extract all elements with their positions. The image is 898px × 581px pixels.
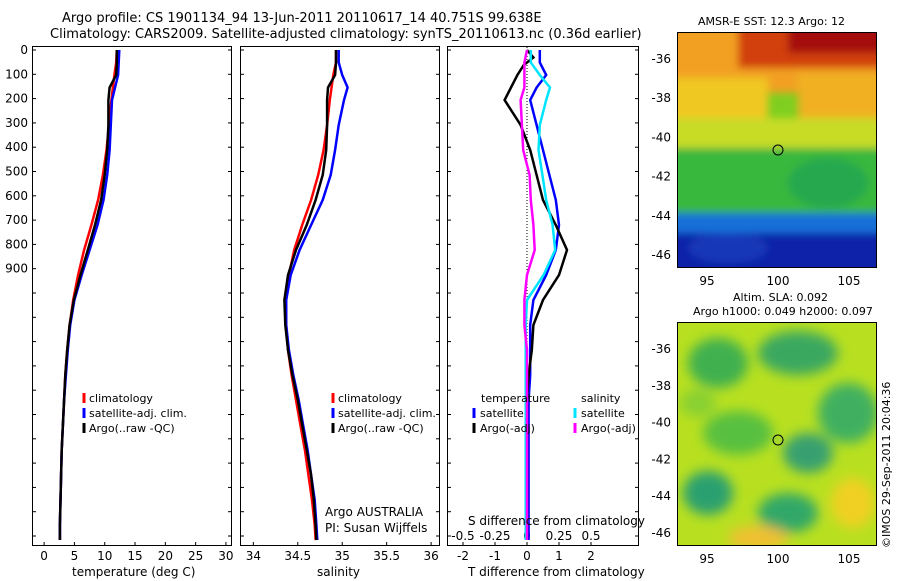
difference-xlabel-top: S difference from climatology	[468, 514, 645, 528]
sst-map-xtick-label: 100	[767, 274, 790, 288]
difference-xtick-label: 2	[587, 549, 595, 563]
temperature-series-satellite-adj--clim-	[58, 49, 121, 540]
salinity-xlabel: salinity	[317, 565, 361, 579]
temperature-ytick-label: 100	[5, 67, 28, 81]
difference-series-salinity-argo--adj-	[519, 49, 536, 540]
difference-xtick-label: 0	[523, 549, 531, 563]
sla-map-ytick-label: -36	[651, 342, 671, 356]
sla-map-ytick-label: -40	[651, 416, 671, 430]
temperature-plot	[32, 46, 232, 546]
temperature-ytick-label: 300	[5, 116, 28, 130]
salinity-series-satellite-adj--clim-	[284, 50, 349, 541]
salinity-series-argo---raw--qc-	[283, 50, 338, 541]
sla-map-xtick-label: 105	[838, 552, 861, 566]
salinity-xtick-label: 35	[335, 549, 350, 563]
sst-map-image	[678, 33, 876, 267]
salinity-xtick-label: 35.5	[373, 549, 400, 563]
difference-legend-heading-temperature: temperature	[481, 392, 550, 405]
temperature-xtick-label: 5	[71, 549, 79, 563]
difference-xtick-label: -1	[489, 549, 501, 563]
salinity-legend-label: climatology	[338, 392, 402, 405]
difference-legend-label: satellite	[581, 407, 625, 420]
salinity-xtick-label: 36	[423, 549, 438, 563]
difference-legend-heading-salinity: salinity	[581, 392, 621, 405]
temperature-xlabel: temperature (deg C)	[72, 565, 196, 579]
difference-plot	[447, 46, 639, 546]
sst-map-title: AMSR-E SST: 12.3 Argo: 12	[698, 15, 846, 28]
imos-stamp: ©IMOS 29-Sep-2011 20:04:36	[880, 381, 893, 548]
sst-map	[677, 32, 877, 268]
temperature-ytick-label: 600	[5, 189, 28, 203]
difference-legend-label: satellite	[480, 407, 524, 420]
temperature-ytick-label: 0	[20, 43, 28, 57]
temperature-series-argo---raw--qc-	[58, 50, 119, 540]
temperature-ytick-label: 200	[5, 92, 28, 106]
sla-map-title-line2: Argo h1000: 0.049 h2000: 0.097	[693, 305, 873, 318]
sla-map-title-line1: Altim. SLA: 0.092	[733, 291, 829, 304]
salinity-annotation-line2: PI: Susan Wijffels	[325, 521, 428, 535]
difference-xtick-label: -2	[457, 549, 469, 563]
sst-map-ytick-label: -40	[651, 130, 671, 144]
difference-salinity-tick-label: -0.5	[451, 529, 474, 543]
salinity-legend-label: Argo(..raw -QC)	[338, 422, 424, 435]
sla-map-xtick-label: 100	[767, 552, 790, 566]
difference-legend-label: Argo(-adj)	[480, 422, 535, 435]
temperature-xtick-label: 20	[158, 549, 173, 563]
difference-salinity-tick-label: -0.25	[479, 529, 510, 543]
sla-map-ytick-label: -46	[651, 526, 671, 540]
sst-map-ytick-label: -46	[651, 248, 671, 262]
sst-map-ytick-label: -36	[651, 52, 671, 66]
difference-series-temperature-satellite	[527, 50, 561, 540]
difference-legend-label: Argo(-adj)	[581, 422, 636, 435]
temperature-ytick-label: 400	[5, 140, 28, 154]
difference-salinity-tick-label: 0.25	[546, 529, 573, 543]
sla-map-xtick-label: 95	[699, 552, 714, 566]
sst-map-ytick-label: -42	[651, 170, 671, 184]
sla-map-image	[678, 323, 876, 545]
sst-map-ytick-label: -44	[651, 209, 671, 223]
sst-map-xtick-label: 105	[838, 274, 861, 288]
temperature-xtick-label: 30	[218, 549, 233, 563]
sst-map-xtick-label: 95	[699, 274, 714, 288]
sla-map-ytick-label: -44	[651, 489, 671, 503]
temperature-ytick-label: 700	[5, 213, 28, 227]
salinity-xtick-label: 34.5	[284, 549, 311, 563]
sla-map-ytick-label: -42	[651, 452, 671, 466]
sst-argo-marker	[772, 144, 784, 156]
difference-series-salinity-satellite	[524, 50, 557, 540]
temperature-legend-label: Argo(..raw -QC)	[89, 422, 175, 435]
temperature-xtick-label: 10	[97, 549, 112, 563]
temperature-xtick-label: 15	[127, 549, 142, 563]
temperature-ytick-label: 900	[5, 262, 28, 276]
temperature-ytick-label: 500	[5, 165, 28, 179]
difference-xlabel: T difference from climatology	[468, 565, 645, 579]
temperature-ytick-label: 800	[5, 237, 28, 251]
salinity-plot	[240, 46, 440, 546]
temperature-xtick-label: 0	[40, 549, 48, 563]
figure-title-line1: Argo profile: CS 1901134_94 13-Jun-2011 …	[62, 11, 542, 26]
temperature-legend-label: climatology	[89, 392, 153, 405]
temperature-xtick-label: 25	[188, 549, 203, 563]
difference-xtick-label: 1	[555, 549, 563, 563]
sst-map-ytick-label: -38	[651, 91, 671, 105]
difference-salinity-tick-label: 0.5	[581, 529, 600, 543]
sla-map-ytick-label: -38	[651, 379, 671, 393]
salinity-legend-label: satellite-adj. clim.	[338, 407, 436, 420]
figure-title-line2: Climatology: CARS2009. Satellite-adjuste…	[50, 27, 642, 42]
salinity-annotation-line1: Argo AUSTRALIA	[325, 505, 424, 519]
sla-argo-marker	[772, 434, 784, 446]
sla-map	[677, 322, 877, 546]
temperature-legend-label: satellite-adj. clim.	[89, 407, 187, 420]
salinity-xtick-label: 34	[246, 549, 261, 563]
